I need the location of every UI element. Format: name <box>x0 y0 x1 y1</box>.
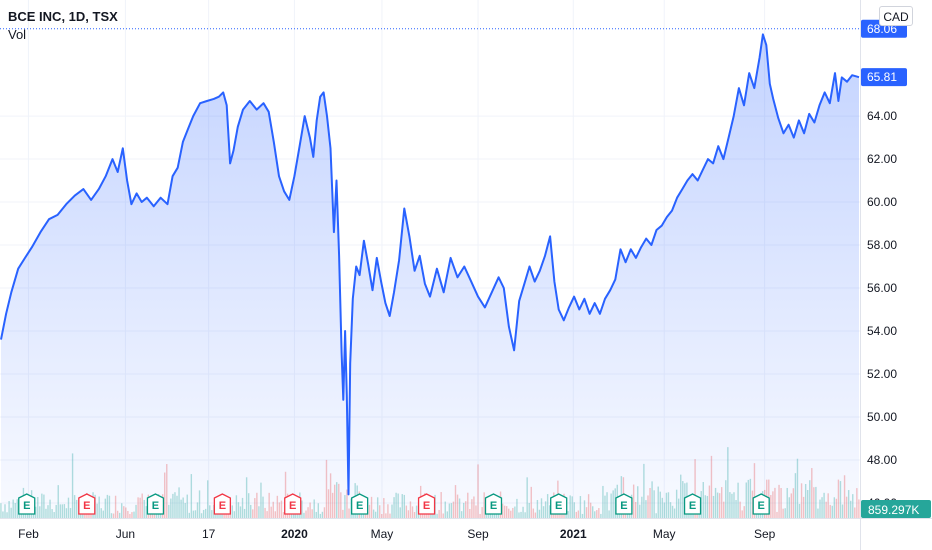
volume-bar <box>0 503 2 518</box>
earnings-marker[interactable]: E <box>417 493 436 515</box>
symbol-title[interactable]: BCE INC, 1D, TSX <box>8 9 118 24</box>
x-tick-label: Sep <box>467 527 489 541</box>
earnings-marker[interactable]: E <box>683 493 702 515</box>
y-tick-label: 60.00 <box>867 195 897 209</box>
volume-readout: 859.297K <box>868 503 919 517</box>
earnings-icon <box>683 493 702 515</box>
volume-legend[interactable]: Vol <box>8 27 27 42</box>
earnings-icon <box>550 493 568 515</box>
earnings-marker[interactable]: E <box>752 493 770 515</box>
earnings-label: E <box>555 500 562 512</box>
earnings-label: E <box>423 500 430 512</box>
y-tick-label: 64.00 <box>867 109 897 123</box>
last-price-badge-bg <box>861 68 907 87</box>
earnings-marker[interactable]: E <box>484 493 503 515</box>
y-tick-label: 58.00 <box>867 238 897 252</box>
earnings-icon <box>213 493 232 515</box>
earnings-marker[interactable]: E <box>146 493 165 515</box>
currency-button[interactable]: CAD <box>879 6 913 26</box>
price-line <box>0 33 860 496</box>
earnings-label: E <box>289 500 296 512</box>
earnings-label: E <box>23 500 30 512</box>
chart-legend: BCE INC, 1D, TSX Vol <box>8 8 118 44</box>
x-tick-label: Sep <box>754 527 776 541</box>
y-tick-label: 56.00 <box>867 281 897 295</box>
earnings-label: E <box>356 500 363 512</box>
earnings-icon <box>284 493 302 515</box>
earnings-marker[interactable]: E <box>284 493 302 515</box>
last-price-badge: 65.81 <box>867 70 897 84</box>
volume-readout-bg <box>861 500 931 518</box>
price-axis[interactable]: 64.00 62.00 60.00 58.00 56.00 54.00 52.00 50.00… <box>867 109 897 510</box>
earnings-label: E <box>219 500 226 512</box>
price-series <box>0 28 860 518</box>
y-tick-label: 48.00 <box>867 453 897 467</box>
x-tick-label: 2021 <box>560 527 587 541</box>
earnings-label: E <box>83 500 90 512</box>
y-tick-label: 50.00 <box>867 410 897 424</box>
x-tick-label: May <box>371 527 394 541</box>
earnings-label: E <box>758 500 765 512</box>
y-tick-label: 54.00 <box>867 324 897 338</box>
earnings-marker[interactable]: E <box>213 493 232 515</box>
x-tick-label: 2020 <box>281 527 308 541</box>
earnings-marker[interactable]: E <box>18 493 36 515</box>
x-tick-label: Jun <box>116 527 135 541</box>
x-tick-label: May <box>653 527 676 541</box>
earnings-marker[interactable]: E <box>615 493 633 515</box>
earnings-icon <box>78 493 96 515</box>
earnings-icon <box>615 493 633 515</box>
earnings-label: E <box>620 500 627 512</box>
x-tick-label: Feb <box>18 527 39 541</box>
earnings-marker[interactable]: E <box>350 493 369 515</box>
earnings-label: E <box>689 500 696 512</box>
earnings-icon <box>752 493 770 515</box>
earnings-label: E <box>490 500 497 512</box>
earnings-label: E <box>152 500 159 512</box>
y-tick-label: 52.00 <box>867 367 897 381</box>
earnings-marker[interactable]: E <box>550 493 568 515</box>
earnings-marker[interactable]: E <box>78 493 96 515</box>
y-tick-label: 62.00 <box>867 152 897 166</box>
time-axis[interactable]: Feb Jun 17 2020 May Sep 2021 May Sep <box>18 527 776 541</box>
earnings-icon <box>417 493 436 515</box>
earnings-icon <box>350 493 369 515</box>
price-area <box>1 34 859 518</box>
earnings-icon <box>18 493 36 515</box>
x-tick-label: 17 <box>202 527 216 541</box>
earnings-icon <box>484 493 503 515</box>
earnings-icon <box>146 493 165 515</box>
